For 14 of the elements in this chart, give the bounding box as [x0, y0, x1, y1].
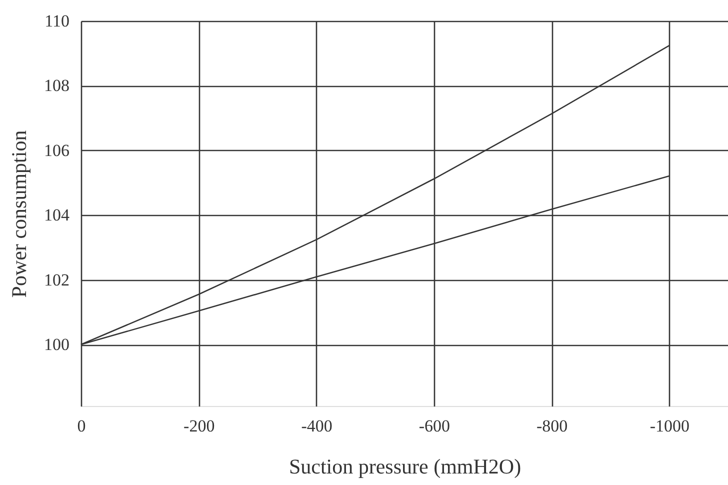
x-axis-title: Suction pressure (mmH2O) — [288, 454, 522, 478]
x-tick-label: -1000 — [650, 416, 690, 436]
y-tick-label: 100 — [44, 335, 70, 354]
x-tick-label: 0 — [77, 416, 86, 436]
y-tick-label: 110 — [44, 12, 70, 30]
x-tick-label: -800 — [536, 416, 568, 436]
x-tick-label: -200 — [184, 416, 215, 436]
y-tick-label: 108 — [44, 76, 70, 96]
y-tick-label: 102 — [44, 270, 70, 290]
x-tick-label: -400 — [301, 416, 332, 436]
x-tick-label: -600 — [418, 416, 450, 436]
y-axis-title: Power consumption — [7, 130, 31, 298]
y-tick-label: 104 — [44, 206, 70, 225]
y-tick-label: 106 — [44, 140, 70, 160]
